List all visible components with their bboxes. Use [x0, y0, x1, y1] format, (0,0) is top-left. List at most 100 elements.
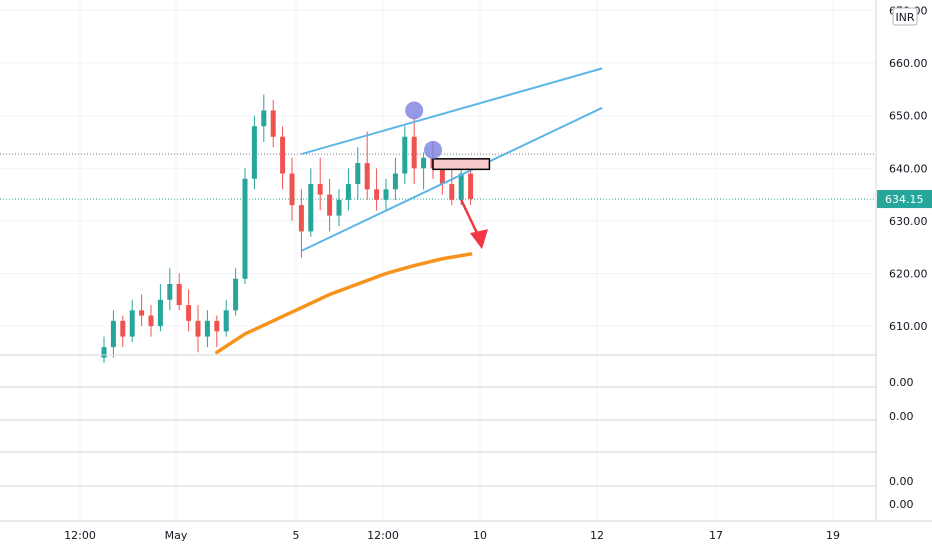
candle — [101, 336, 107, 363]
candle — [355, 147, 361, 200]
candle — [204, 310, 210, 348]
channel-upper-line[interactable] — [301, 67, 603, 156]
candle-body — [176, 284, 182, 306]
price-axis-background — [876, 0, 932, 550]
candle-body — [204, 320, 210, 337]
candle — [383, 178, 389, 211]
candle-body — [223, 310, 229, 332]
pane-value-label: 0.00 — [889, 475, 914, 488]
candle — [261, 94, 267, 142]
candle — [308, 168, 314, 237]
pane-value-label: 0.00 — [889, 410, 914, 423]
candle-body — [280, 136, 286, 174]
y-tick-label: 610.00 — [889, 320, 928, 333]
candle-body — [120, 320, 126, 337]
currency-badge-box — [892, 7, 918, 26]
last-price-badge: 634.15 — [877, 190, 932, 209]
candle — [139, 294, 145, 327]
candle — [392, 157, 398, 200]
candle-body — [129, 310, 135, 337]
candle-body — [195, 320, 201, 337]
x-tick-label: May — [165, 529, 188, 542]
x-tick-label: 12:00 — [64, 529, 96, 542]
candle-body — [392, 173, 398, 190]
candle-body — [289, 173, 295, 206]
candle — [374, 168, 380, 211]
resistance-zone-box[interactable] — [432, 158, 491, 171]
candle-body — [251, 126, 257, 179]
candle — [449, 168, 455, 206]
pane-value-label: 0.00 — [889, 376, 914, 389]
candle — [364, 131, 370, 200]
candle-body — [308, 184, 314, 232]
candle — [223, 299, 229, 337]
arrow-shaft[interactable] — [460, 199, 480, 236]
x-tick-label: 10 — [473, 529, 487, 542]
x-tick-label: 5 — [293, 529, 300, 542]
candle — [421, 152, 427, 190]
candle-body — [449, 184, 455, 200]
candle — [214, 315, 220, 348]
y-tick-label: 640.00 — [889, 162, 928, 175]
x-tick-labels: 12:00 May 5 12:00 10 12 17 19 — [64, 529, 840, 542]
candle-body — [439, 168, 445, 185]
candle — [270, 99, 276, 148]
candle — [148, 305, 154, 337]
arrow-head[interactable] — [470, 229, 488, 250]
candle — [120, 315, 126, 348]
candle-body — [139, 310, 145, 316]
candle — [186, 289, 192, 332]
candle — [176, 273, 182, 311]
indicator-panes — [0, 354, 932, 487]
currency-badge: INR — [892, 7, 918, 26]
currency-label: INR — [895, 11, 914, 24]
drawings[interactable] — [300, 67, 603, 252]
candle — [411, 115, 417, 185]
grid-lines — [0, 0, 876, 520]
price-axis — [875, 0, 932, 550]
candle — [298, 189, 304, 258]
x-tick-label: 19 — [826, 529, 840, 542]
candle — [336, 189, 342, 227]
candle-body — [421, 157, 427, 169]
candle — [345, 168, 351, 211]
candle — [327, 178, 333, 232]
candle-body — [233, 278, 239, 311]
candle-body — [317, 184, 323, 195]
candle-body — [148, 315, 154, 327]
last-price-label: 634.15 — [885, 193, 924, 206]
highlight-circle[interactable] — [424, 140, 442, 159]
candle — [110, 310, 116, 358]
candle — [129, 299, 135, 342]
candle-body — [411, 136, 417, 169]
pane-value-label: 0.00 — [889, 498, 914, 511]
x-tick-label: 12 — [590, 529, 604, 542]
highlight-circle[interactable] — [405, 101, 424, 120]
channel-lower-line[interactable] — [300, 106, 603, 252]
candle-body — [270, 110, 276, 137]
candle-body — [214, 320, 220, 332]
candle-body — [261, 110, 267, 127]
candle-body — [383, 189, 389, 200]
candle-body — [458, 173, 464, 200]
candle-body — [298, 205, 304, 232]
candle — [242, 168, 248, 284]
candle — [402, 126, 408, 185]
candle — [280, 126, 286, 190]
moving-average-line — [215, 252, 473, 355]
y-tick-label: 630.00 — [889, 215, 928, 228]
candle-body — [468, 173, 474, 200]
candle-body — [336, 199, 342, 216]
candle — [317, 157, 323, 211]
candle-body — [167, 284, 173, 300]
candle-body — [345, 184, 351, 200]
candle — [157, 284, 163, 332]
candle-body — [157, 299, 163, 327]
candle-body — [402, 136, 408, 174]
candles — [101, 94, 474, 363]
candle — [468, 168, 474, 206]
candle-body — [101, 347, 107, 358]
candle-body — [186, 305, 192, 321]
